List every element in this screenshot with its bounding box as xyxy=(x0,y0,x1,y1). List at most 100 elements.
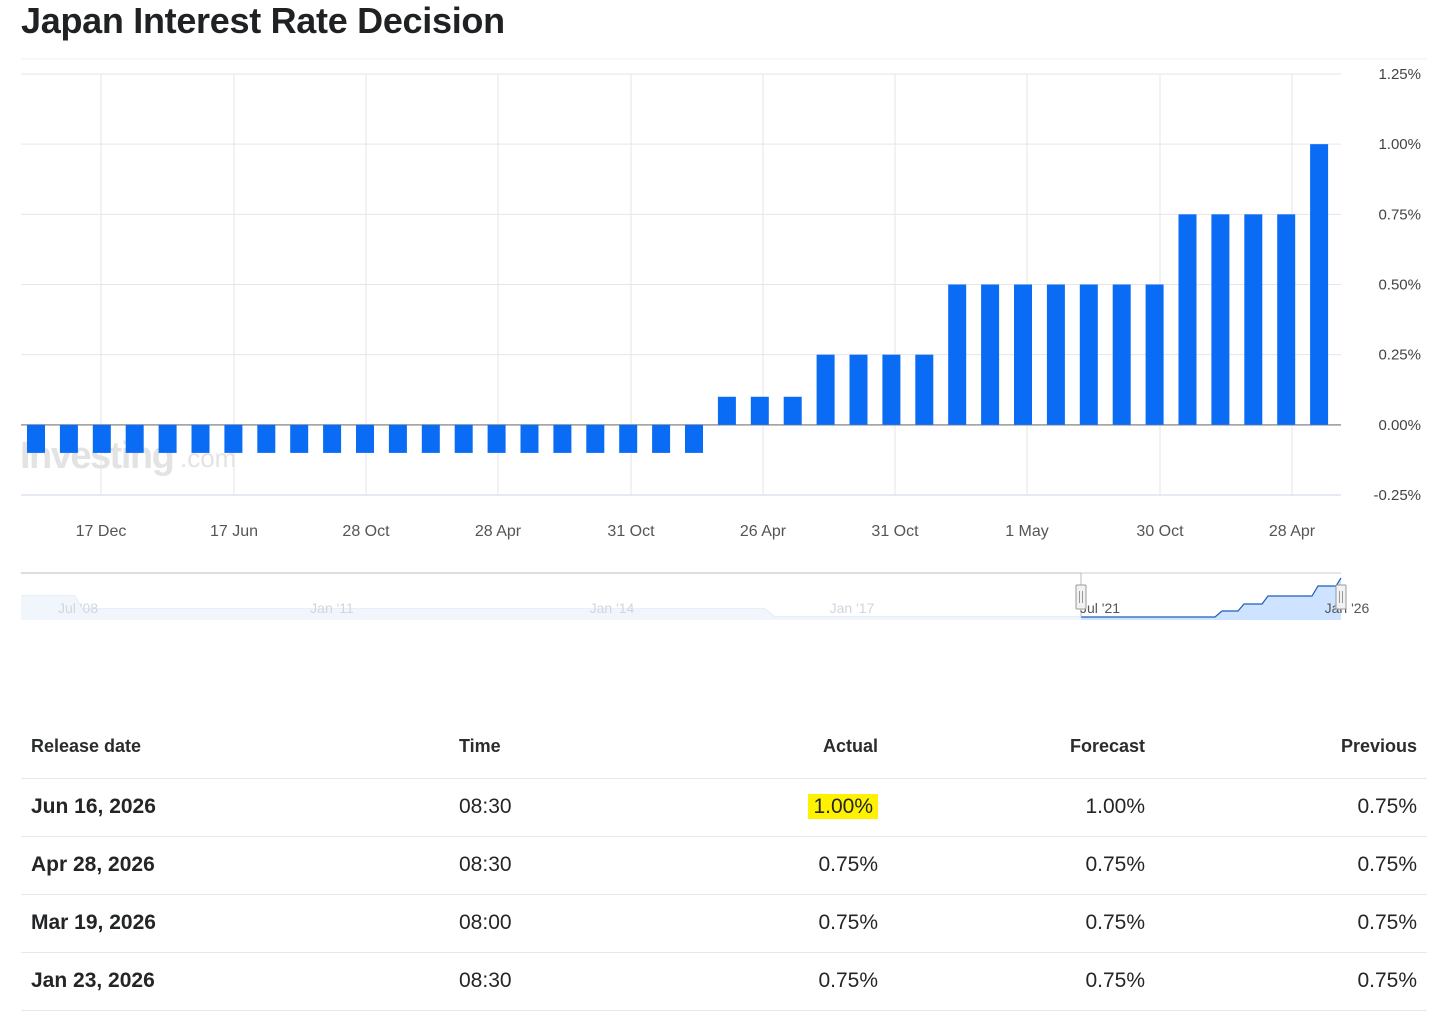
bar xyxy=(257,424,276,453)
bar xyxy=(619,424,638,453)
bar xyxy=(92,424,111,453)
bar xyxy=(981,284,1000,425)
x-tick-label: 28 Apr xyxy=(475,523,522,540)
actual-cell: 0.75% xyxy=(645,894,888,953)
y-tick-label: 0.00% xyxy=(1378,417,1421,434)
bar xyxy=(520,424,539,453)
y-tick-label: 0.25% xyxy=(1378,347,1421,364)
navigator-label: Jul '08 xyxy=(58,600,98,616)
bar xyxy=(816,354,835,425)
x-tick-label: 30 Oct xyxy=(1136,523,1184,540)
bar xyxy=(1244,214,1263,425)
time-cell: 08:30 xyxy=(449,952,645,1011)
time-cell: 08:30 xyxy=(449,836,645,895)
bar xyxy=(388,424,407,453)
bar xyxy=(1046,284,1065,425)
x-tick-label: 17 Dec xyxy=(76,523,127,540)
navigator-handle-left[interactable] xyxy=(1075,584,1087,610)
bar xyxy=(59,424,78,453)
header-actual[interactable]: Actual xyxy=(645,715,888,779)
x-tick-label: 28 Apr xyxy=(1269,523,1316,540)
forecast-cell: 0.75% xyxy=(888,952,1155,1011)
history-table-header: Release date Time Actual Forecast Previo… xyxy=(21,715,1427,779)
navigator-area-selected xyxy=(1081,578,1341,620)
bar xyxy=(158,424,177,453)
bar xyxy=(882,354,901,425)
bar xyxy=(487,424,506,453)
bar xyxy=(290,424,309,453)
header-release-date[interactable]: Release date xyxy=(21,715,449,779)
bar xyxy=(224,424,243,453)
release-date-cell: Mar 19, 2026 xyxy=(21,894,449,953)
x-tick-label: 26 Apr xyxy=(740,523,787,540)
bar xyxy=(915,354,934,425)
previous-cell: 0.75% xyxy=(1155,952,1427,1011)
forecast-cell: 0.75% xyxy=(888,894,1155,953)
bar xyxy=(1310,144,1329,425)
bar xyxy=(421,424,440,453)
bar xyxy=(586,424,605,453)
previous-cell: 0.75% xyxy=(1155,778,1427,837)
release-date-cell: Jan 23, 2026 xyxy=(21,952,449,1011)
previous-cell: 0.75% xyxy=(1155,836,1427,895)
x-tick-label: 28 Oct xyxy=(342,523,390,540)
bar xyxy=(1112,284,1131,425)
bar xyxy=(948,284,967,425)
navigator-label: Jan '14 xyxy=(590,600,635,616)
bar xyxy=(1277,214,1296,425)
bar xyxy=(454,424,473,453)
bar xyxy=(685,424,703,453)
y-tick-label: 1.25% xyxy=(1378,66,1421,83)
actual-cell: 1.00% xyxy=(645,778,888,837)
forecast-cell: 0.75% xyxy=(888,836,1155,895)
bar xyxy=(652,424,671,453)
navigator-label: Jul '21 xyxy=(1080,600,1120,616)
bar xyxy=(1145,284,1164,425)
bar xyxy=(783,396,802,425)
page-title: Japan Interest Rate Decision xyxy=(21,0,505,41)
x-tick-label: 31 Oct xyxy=(607,523,655,540)
bar xyxy=(323,424,342,453)
table-row: Jun 16, 2026 08:30 1.00% 1.00% 0.75% xyxy=(21,778,1427,837)
rate-chart-svg: 1.25%1.00%0.75%0.50%0.25%0.00%-0.25%Inve… xyxy=(20,58,1427,620)
x-tick-label: 1 May xyxy=(1005,523,1049,540)
bar xyxy=(849,354,868,425)
bar xyxy=(750,396,769,425)
y-tick-label: 0.50% xyxy=(1378,277,1421,294)
history-table: Release date Time Actual Forecast Previo… xyxy=(21,715,1427,1011)
navigator-handle-right[interactable] xyxy=(1335,584,1347,610)
y-tick-label: 1.00% xyxy=(1378,136,1421,153)
bar xyxy=(1014,284,1032,425)
release-date-cell: Apr 28, 2026 xyxy=(21,836,449,895)
forecast-cell: 1.00% xyxy=(888,778,1155,837)
rate-chart: 1.25% 1.00% 0.75% 0.50% 0.25% 0.00% -0.25% Inve… xyxy=(20,58,1427,620)
bar xyxy=(553,424,572,453)
bar xyxy=(1079,284,1098,425)
navigator-series-selected xyxy=(1081,577,1342,618)
header-time[interactable]: Time xyxy=(449,715,645,779)
time-cell: 08:00 xyxy=(449,894,645,953)
actual-cell: 0.75% xyxy=(645,952,888,1011)
table-row: Mar 19, 2026 08:00 0.75% 0.75% 0.75% xyxy=(21,894,1427,953)
bar xyxy=(1211,214,1230,425)
x-tick-label: 17 Jun xyxy=(210,523,258,540)
bar xyxy=(717,396,736,425)
bar xyxy=(191,424,210,453)
y-tick-label: -0.25% xyxy=(1373,487,1421,504)
bar xyxy=(356,424,374,453)
table-row: Jan 23, 2026 08:30 0.75% 0.75% 0.75% xyxy=(21,952,1427,1011)
release-date-cell: Jun 16, 2026 xyxy=(21,778,449,837)
time-cell: 08:30 xyxy=(449,778,645,837)
x-tick-label: 31 Oct xyxy=(871,523,919,540)
navigator-label: Jan '17 xyxy=(830,600,875,616)
header-previous[interactable]: Previous xyxy=(1155,715,1427,779)
bar xyxy=(1178,214,1197,425)
previous-cell: 0.75% xyxy=(1155,894,1427,953)
navigator-label: Jan '26 xyxy=(1325,600,1370,616)
y-tick-label: 0.75% xyxy=(1378,206,1421,223)
navigator-area-faded xyxy=(21,596,1081,620)
navigator-label: Jan '11 xyxy=(310,600,354,616)
table-row: Apr 28, 2026 08:30 0.75% 0.75% 0.75% xyxy=(21,836,1427,895)
header-forecast[interactable]: Forecast xyxy=(888,715,1155,779)
bar xyxy=(125,424,144,453)
